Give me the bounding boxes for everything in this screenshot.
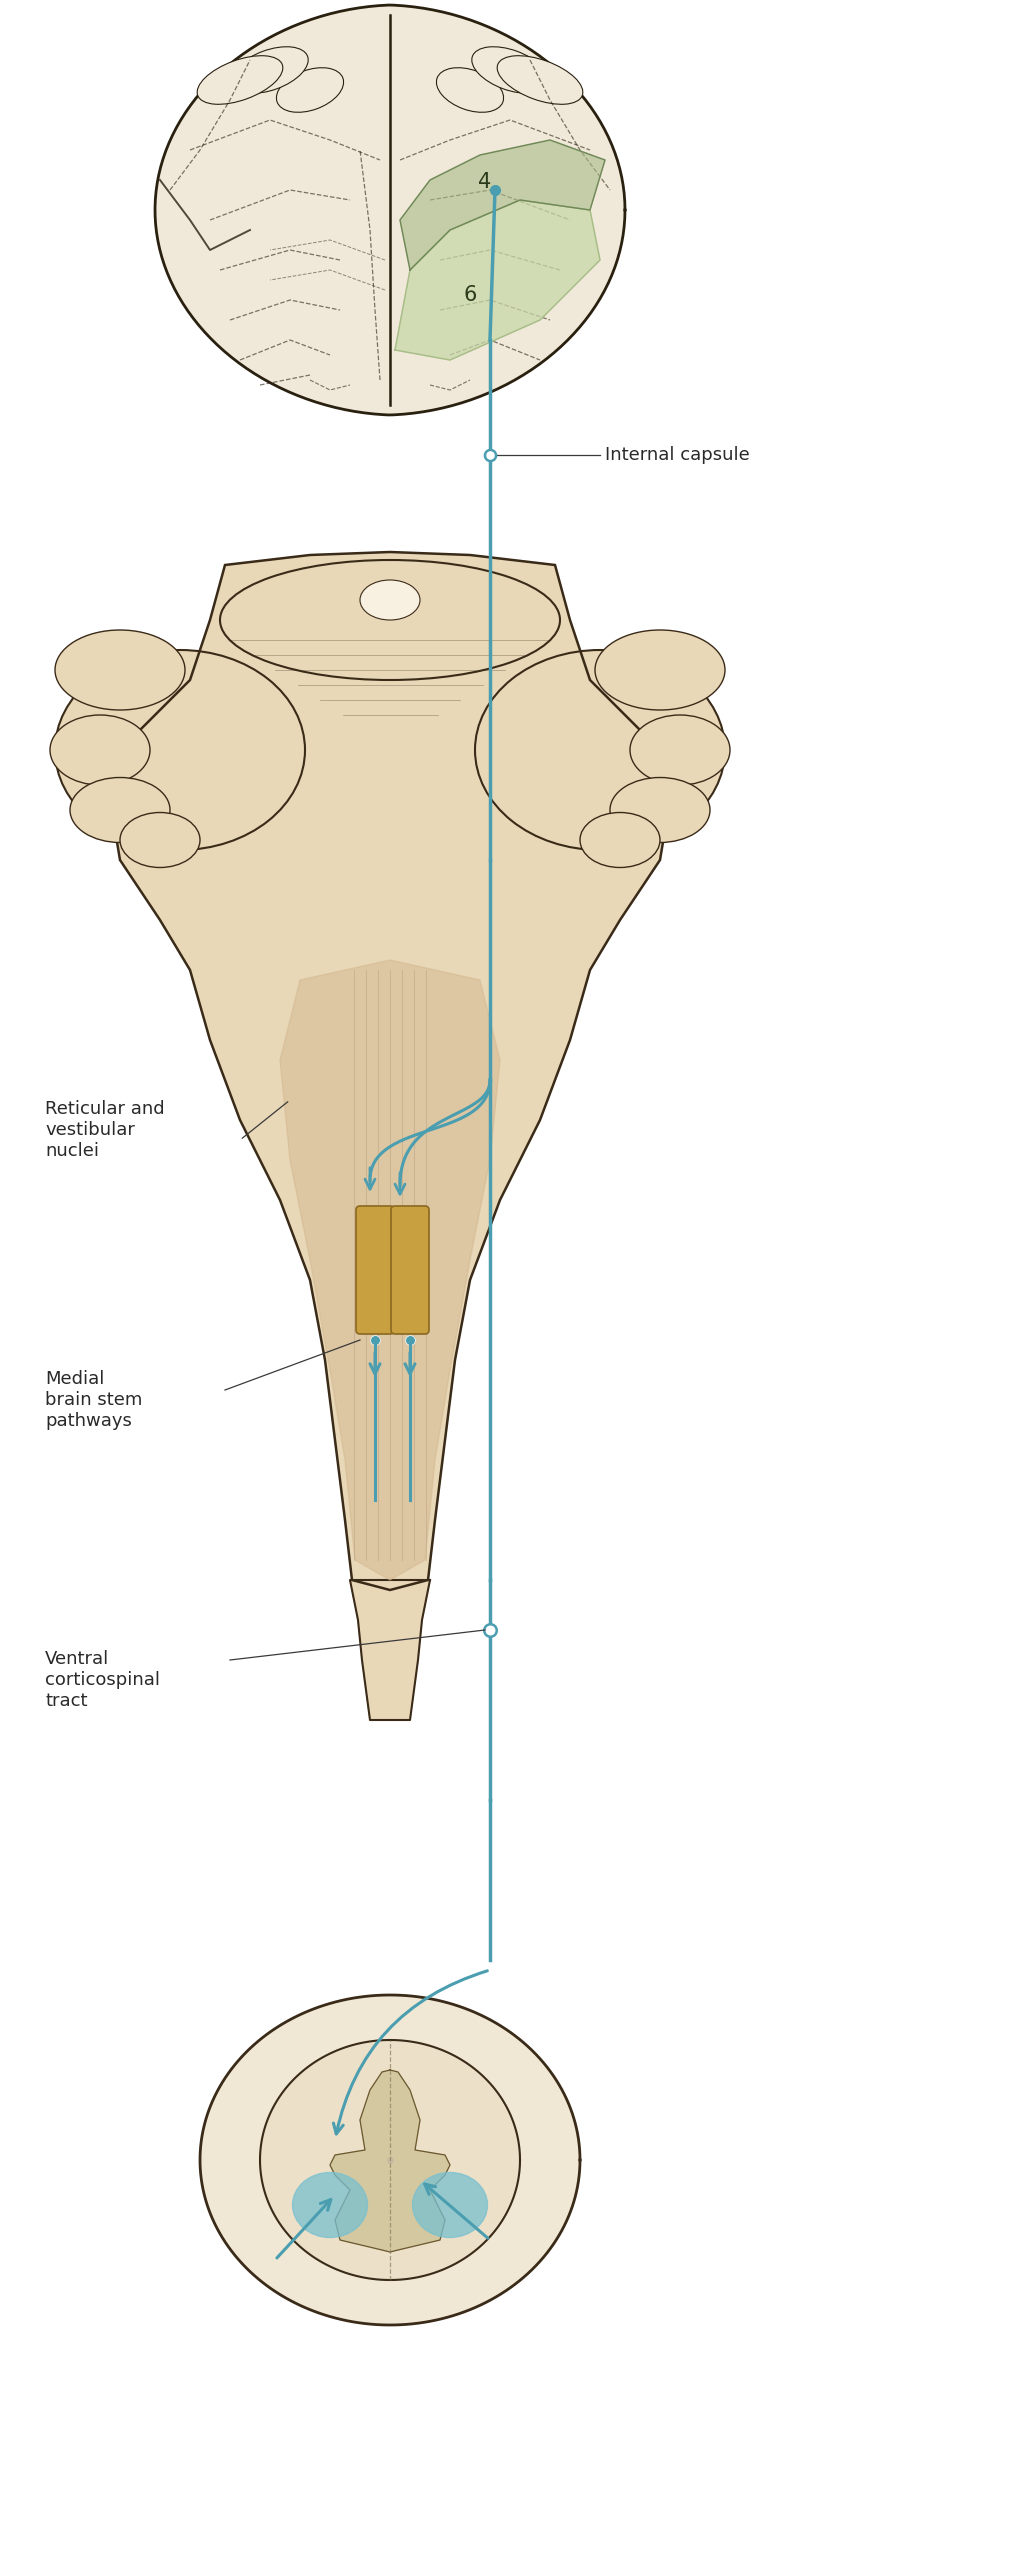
Ellipse shape bbox=[276, 69, 344, 112]
Text: 4: 4 bbox=[478, 171, 492, 191]
Text: Internal capsule: Internal capsule bbox=[605, 446, 750, 464]
Ellipse shape bbox=[70, 778, 170, 842]
Polygon shape bbox=[200, 1995, 580, 2324]
FancyBboxPatch shape bbox=[391, 1207, 429, 1334]
Polygon shape bbox=[110, 551, 670, 1589]
Ellipse shape bbox=[360, 579, 420, 620]
FancyBboxPatch shape bbox=[356, 1207, 394, 1334]
Ellipse shape bbox=[120, 814, 200, 867]
Text: 6: 6 bbox=[463, 286, 477, 306]
Ellipse shape bbox=[231, 46, 308, 94]
Ellipse shape bbox=[475, 651, 725, 849]
Ellipse shape bbox=[55, 630, 185, 709]
Polygon shape bbox=[395, 199, 600, 360]
Ellipse shape bbox=[580, 814, 660, 867]
Ellipse shape bbox=[220, 561, 560, 681]
Polygon shape bbox=[280, 959, 500, 1579]
Polygon shape bbox=[400, 140, 605, 270]
Ellipse shape bbox=[610, 778, 710, 842]
Ellipse shape bbox=[630, 714, 730, 786]
Polygon shape bbox=[350, 1579, 430, 1719]
Ellipse shape bbox=[498, 56, 583, 105]
Ellipse shape bbox=[55, 651, 305, 849]
Polygon shape bbox=[330, 2069, 450, 2253]
Ellipse shape bbox=[50, 714, 150, 786]
Ellipse shape bbox=[413, 2173, 487, 2237]
Ellipse shape bbox=[198, 56, 283, 105]
Ellipse shape bbox=[436, 69, 504, 112]
Polygon shape bbox=[260, 2041, 520, 2281]
Text: Reticular and
vestibular
nuclei: Reticular and vestibular nuclei bbox=[45, 1099, 165, 1161]
Ellipse shape bbox=[595, 630, 725, 709]
Ellipse shape bbox=[293, 2173, 368, 2237]
Ellipse shape bbox=[472, 46, 548, 94]
Text: Medial
brain stem
pathways: Medial brain stem pathways bbox=[45, 1370, 142, 1429]
Text: Ventral
corticospinal
tract: Ventral corticospinal tract bbox=[45, 1650, 160, 1709]
Polygon shape bbox=[155, 5, 625, 416]
